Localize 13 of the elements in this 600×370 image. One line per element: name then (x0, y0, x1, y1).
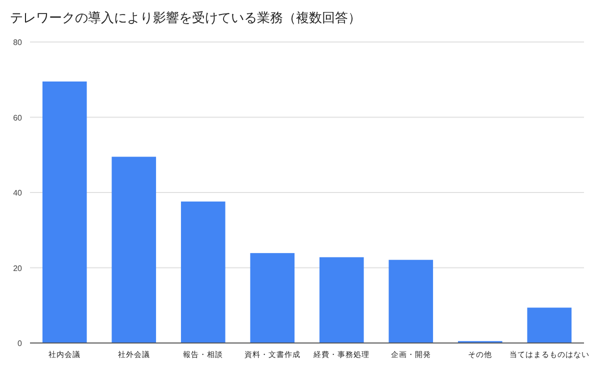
bar (319, 257, 364, 343)
bar (250, 253, 295, 343)
bar (527, 308, 572, 343)
bar (112, 156, 156, 343)
bar (388, 260, 434, 343)
y-tick-label: 60 (13, 113, 23, 122)
bar (42, 82, 87, 343)
y-tick-label: 80 (13, 38, 23, 47)
y-tick-label: 40 (13, 188, 23, 198)
y-tick-label: 20 (13, 264, 23, 273)
bar (180, 202, 226, 343)
chart-title: テレワークの導入により影響を受けている業務（複数回答） (10, 10, 361, 25)
y-tick-label: 0 (18, 339, 23, 348)
